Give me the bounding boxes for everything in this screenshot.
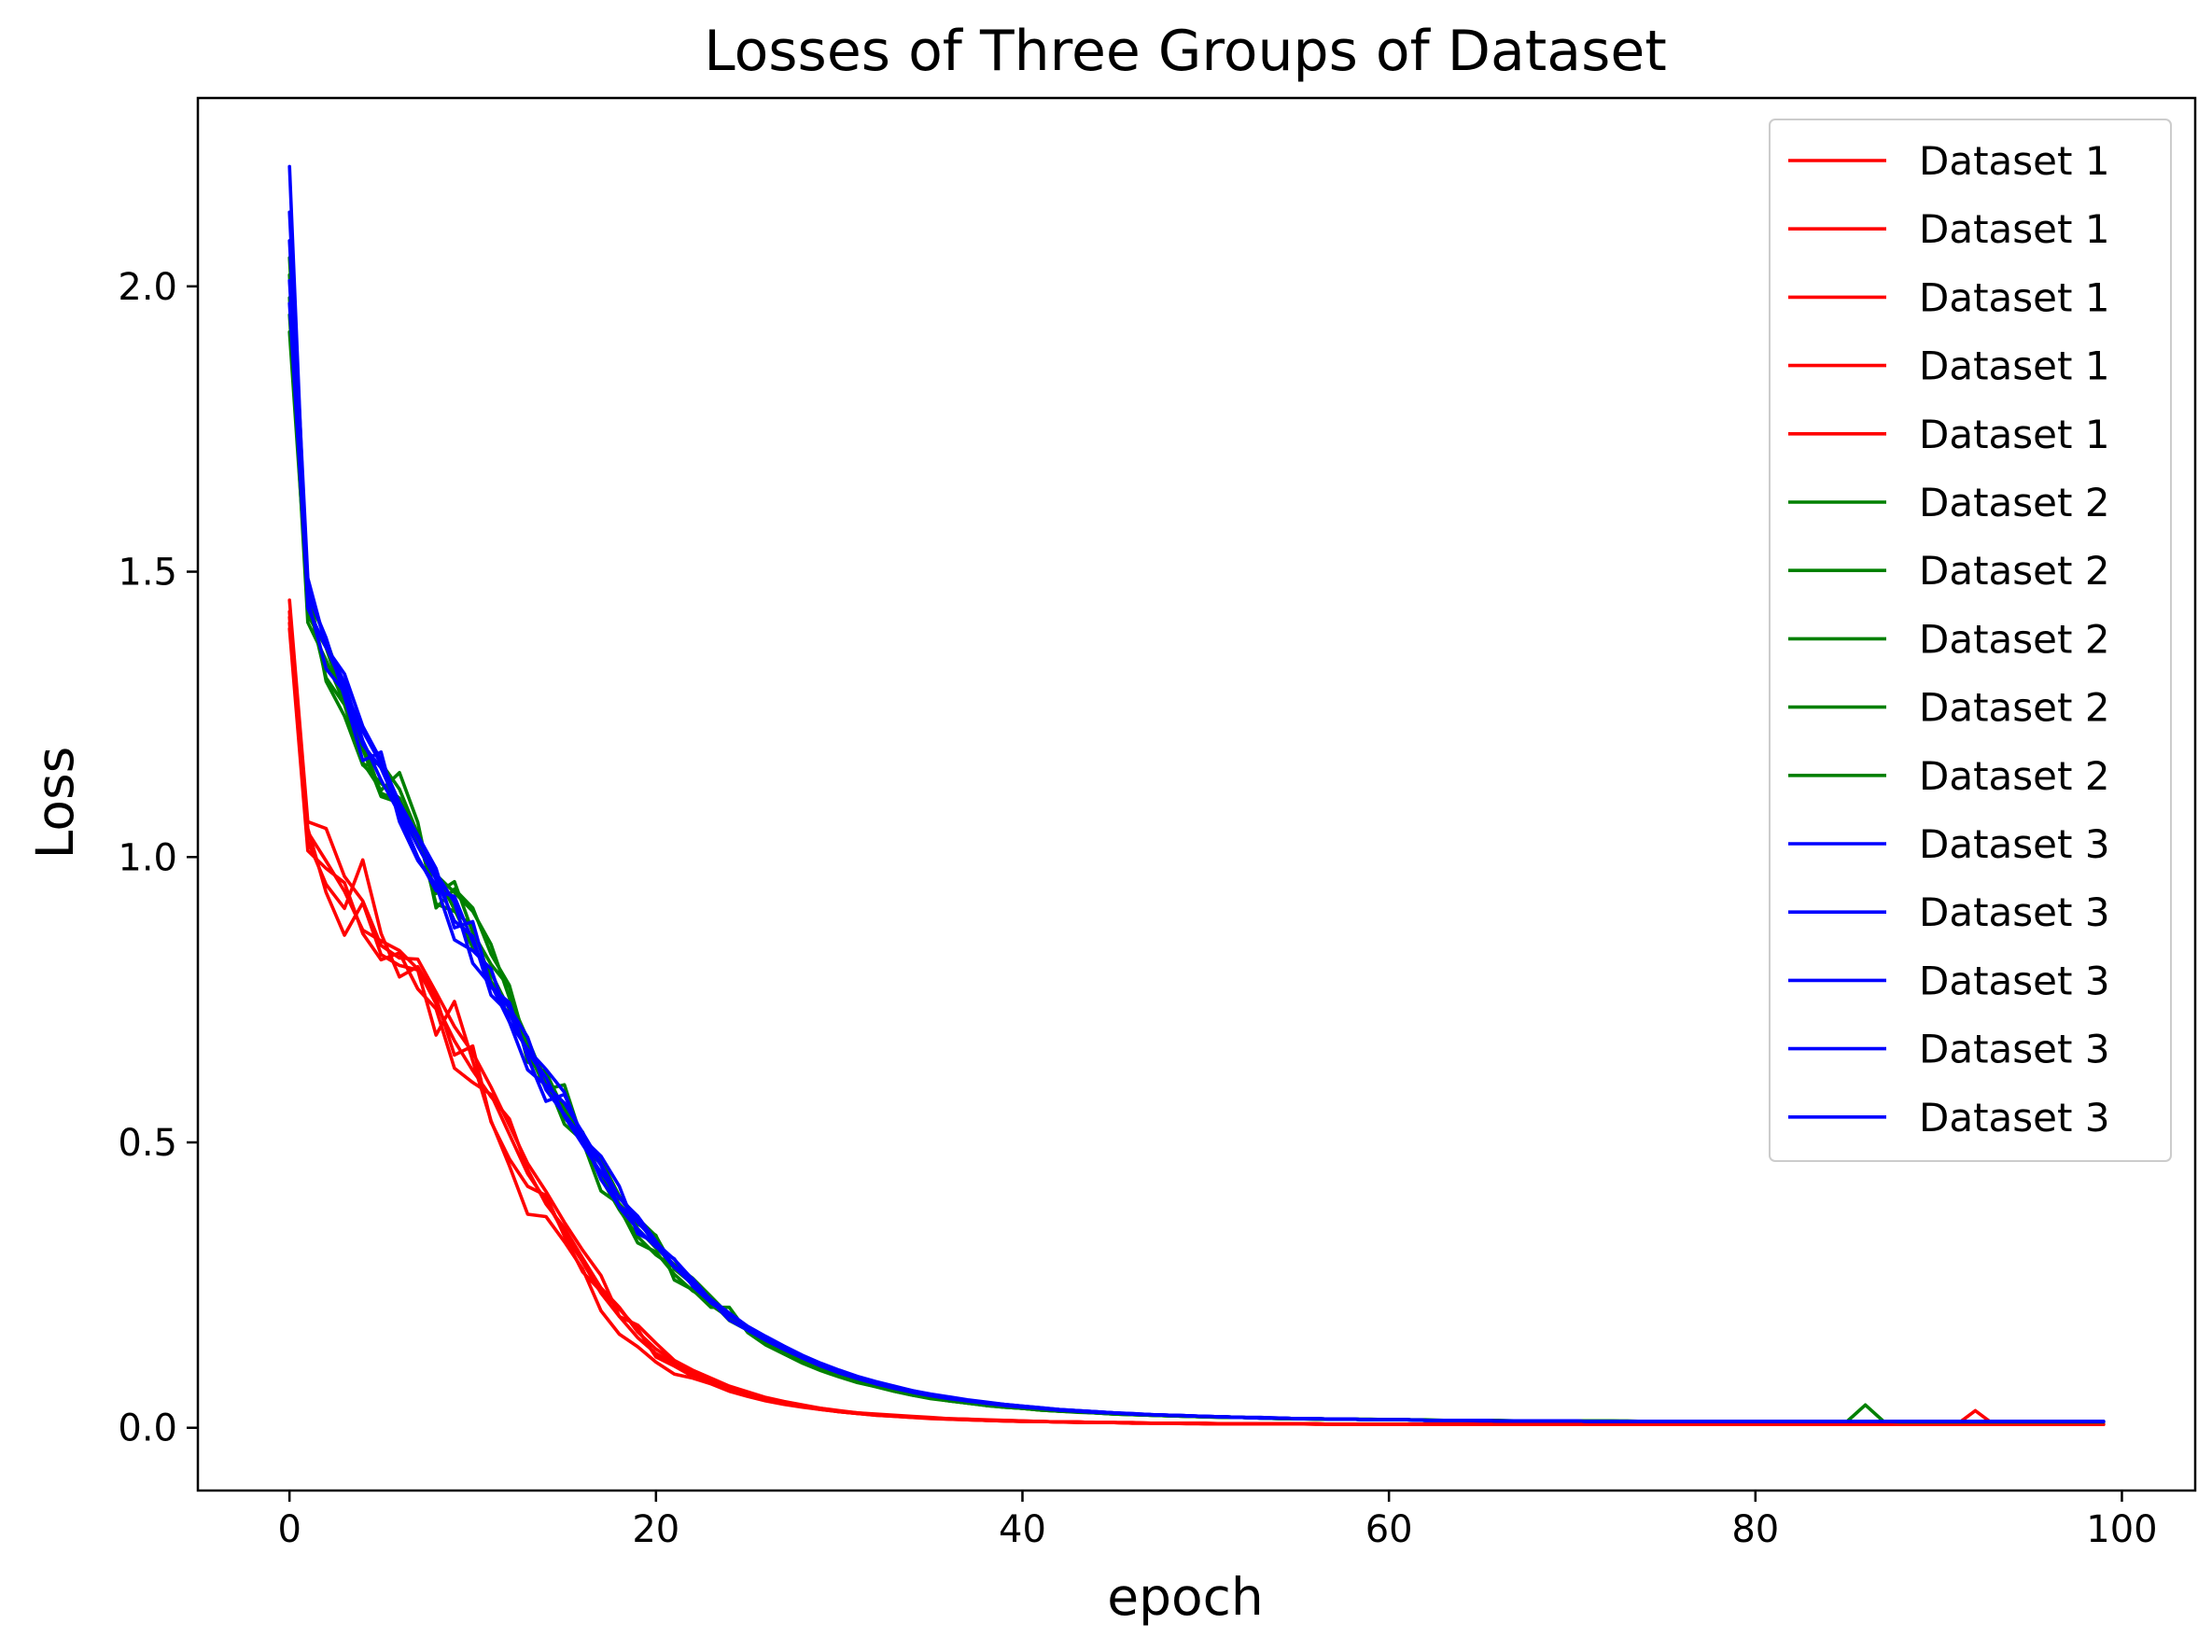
legend-label: Dataset 1: [1919, 206, 2110, 252]
legend-label: Dataset 2: [1919, 685, 2110, 731]
legend-label: Dataset 1: [1919, 274, 2110, 320]
legend-label: Dataset 1: [1919, 343, 2110, 389]
y-tick-label: 2.0: [118, 266, 177, 309]
legend-label: Dataset 3: [1919, 1027, 2110, 1072]
legend: Dataset 1 Dataset 1 Dataset 1 Dataset 1 Data…: [1769, 119, 2172, 1162]
y-tick-label: 0.5: [118, 1122, 177, 1165]
x-tick-label: 60: [1365, 1508, 1413, 1551]
legend-label: Dataset 3: [1919, 821, 2110, 867]
x-tick-label: 80: [1731, 1508, 1779, 1551]
legend-label: Dataset 2: [1919, 753, 2110, 799]
series-line-15: [287, 301, 2106, 1423]
legend-label: Dataset 3: [1919, 1095, 2110, 1141]
chart-title: Losses of Three Groups of Dataset: [704, 19, 1667, 84]
x-axis-label: epoch: [1107, 1567, 1264, 1627]
legend-label: Dataset 2: [1919, 616, 2110, 662]
legend-label: Dataset 3: [1919, 958, 2110, 1003]
x-tick-label: 0: [277, 1508, 301, 1551]
x-tick-label: 100: [2086, 1508, 2157, 1551]
x-tick-label: 20: [632, 1508, 679, 1551]
y-tick-label: 0.0: [118, 1407, 177, 1450]
axes-frame: [196, 96, 2197, 1492]
x-tick-label: 40: [999, 1508, 1046, 1551]
legend-label: Dataset 3: [1919, 889, 2110, 935]
legend-label: Dataset 2: [1919, 548, 2110, 594]
x-axis-ticks: 0 20 40 60 80 100: [277, 1491, 2158, 1551]
y-axis-label: Loss: [25, 747, 85, 860]
y-tick-label: 1.5: [118, 552, 177, 595]
legend-box: [1769, 119, 2172, 1162]
legend-label: Dataset 1: [1919, 138, 2110, 184]
legend-label: Dataset 2: [1919, 480, 2110, 525]
y-tick-label: 1.0: [118, 836, 177, 879]
y-axis-ticks: 0.0 0.5 1.0 1.5 2.0: [118, 266, 198, 1450]
series-line-5: [287, 621, 2106, 1426]
series-layer: [287, 164, 2106, 1426]
legend-label: Dataset 1: [1919, 412, 2110, 457]
